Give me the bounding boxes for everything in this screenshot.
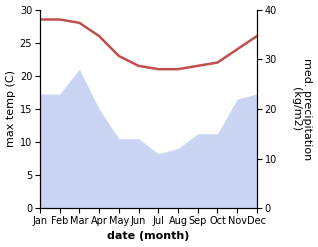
Y-axis label: max temp (C): max temp (C) <box>5 70 16 147</box>
X-axis label: date (month): date (month) <box>107 231 190 242</box>
Y-axis label: med. precipitation
(kg/m2): med. precipitation (kg/m2) <box>291 58 313 160</box>
